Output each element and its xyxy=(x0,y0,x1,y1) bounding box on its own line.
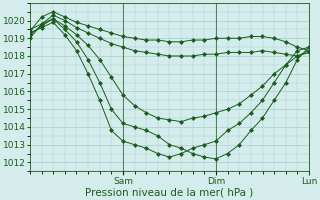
X-axis label: Pression niveau de la mer( hPa ): Pression niveau de la mer( hPa ) xyxy=(85,187,254,197)
